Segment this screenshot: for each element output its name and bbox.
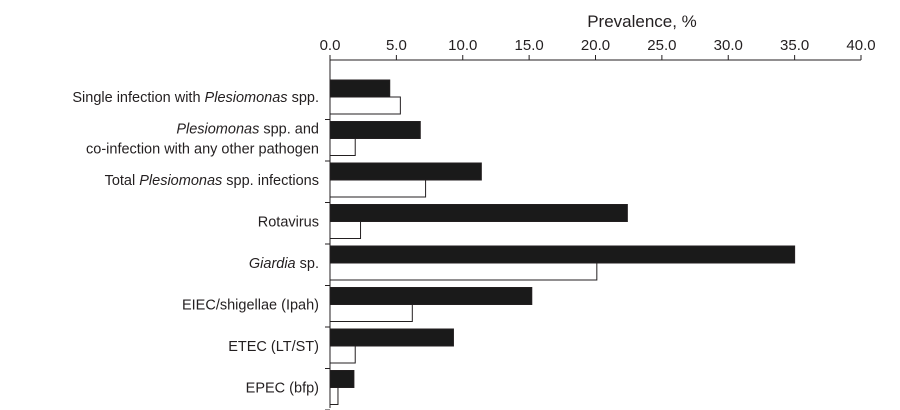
bar [329,304,413,322]
x-tick-label: 5.0 [386,37,407,54]
x-tick-label: 20.0 [581,37,610,54]
category-label: ETEC (LT/ST) [228,339,319,355]
x-tick-label: 0.0 [320,37,341,54]
bar [329,179,427,198]
bar [329,96,401,115]
bar [329,328,454,347]
bar [329,79,391,98]
x-tick-label: 30.0 [714,37,743,54]
bar [329,204,628,222]
bar [329,245,796,264]
bar [329,121,421,139]
category-label: co-infection with any other pathogen [86,142,319,158]
x-tick-label: 25.0 [647,37,676,54]
bar [329,370,355,388]
bar [329,345,356,364]
x-tick-label: 15.0 [515,37,544,54]
category-labels: Single infection with Plesiomonas spp. Pl… [72,90,319,397]
category-label: Rotavirus [258,215,319,231]
category-label: EPEC (bfp) [246,381,319,397]
category-label: Plesiomonas spp. and [176,122,319,138]
bar [329,138,356,156]
category-label: EIEC/shigellae (Ipah) [182,298,319,314]
x-axis: 0.0 5.0 10.0 15.0 20.0 25.0 30.0 35.0 40.0 [320,37,876,61]
x-tick-label: 35.0 [780,37,809,54]
bar [329,262,598,281]
x-tick-label: 10.0 [448,37,477,54]
category-label: Giardia sp. [249,256,319,272]
category-label: Total Plesiomonas spp. infections [105,173,319,189]
bar [329,162,482,181]
x-tick-label: 40.0 [846,37,875,54]
y-axis [325,60,331,410]
x-axis-title: Prevalence, % [587,12,697,31]
bar [329,387,339,405]
bar [329,287,533,305]
bars [329,79,796,405]
category-label: Single infection with Plesiomonas spp. [72,90,319,106]
bar [329,221,362,239]
